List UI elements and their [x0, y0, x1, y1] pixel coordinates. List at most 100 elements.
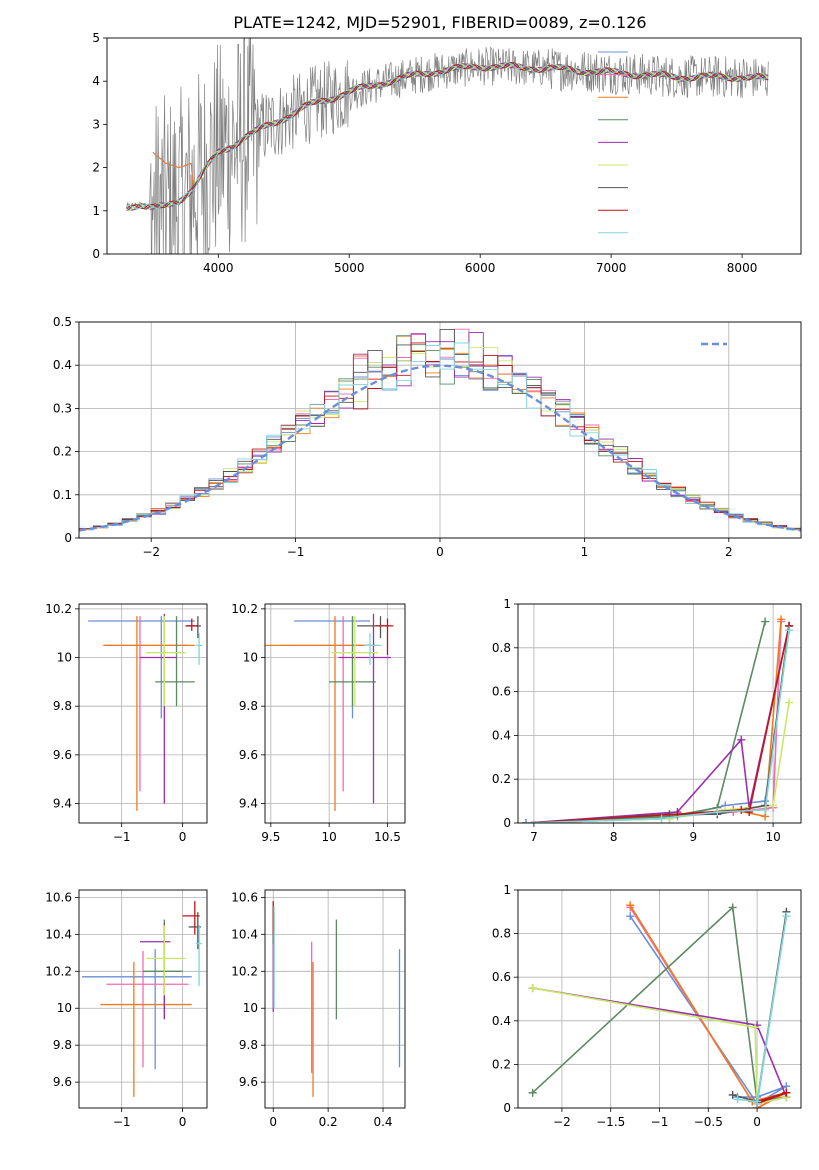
- y-tick-label: 0.4: [492, 728, 511, 742]
- data-point-with-errorbars: [375, 618, 394, 656]
- x-tick-label: −1: [651, 1115, 669, 1129]
- y-tick-label: 10.2: [231, 964, 258, 978]
- plot-area: [79, 328, 801, 538]
- y-tick-label: 10.2: [45, 602, 72, 616]
- y-tick-label: 0.2: [492, 772, 511, 786]
- x-tick-label: 10: [322, 830, 337, 844]
- y-tick-label: 3: [92, 117, 100, 131]
- y-tick-label: 0.2: [53, 445, 72, 459]
- mass-weight-point-marker: [777, 615, 786, 624]
- y-tick-label: 9.8: [53, 1038, 72, 1052]
- data-point-with-errorbars: [329, 616, 376, 707]
- y-tick-label: 0.8: [492, 641, 511, 655]
- mass-weight-point-marker: [657, 814, 666, 823]
- axes-frame: [517, 603, 802, 824]
- age-vs-mass-panel: 9.5 10 10.5 9.4 9.6 9.8 10 10.2: [231, 602, 406, 844]
- y-tick-label: 2: [92, 161, 100, 175]
- x-tick-label: 8000: [727, 261, 758, 275]
- data-point-with-errorbars: [155, 616, 195, 707]
- data-point-with-errorbars: [196, 633, 203, 665]
- x-tick-label: −2: [142, 545, 160, 559]
- x-tick-label: 9.5: [261, 830, 280, 844]
- mass-weight-series-line: [525, 625, 790, 823]
- y-tick-label: 0.6: [492, 970, 511, 984]
- y-tick-label: 1: [92, 204, 100, 218]
- mass-weight-series-line: [532, 905, 787, 1103]
- y-tick-label: 10: [57, 651, 72, 665]
- mass-weight-point-marker: [782, 912, 791, 921]
- y-tick-label: 0.4: [492, 1014, 511, 1028]
- grid-lines: [79, 604, 207, 823]
- y-tick-label: 9.8: [53, 699, 72, 713]
- axes-frame: [78, 321, 802, 539]
- y-tick-label: 9.6: [239, 748, 258, 762]
- y-tick-label: 0.2: [492, 1057, 511, 1071]
- mass-weight-series-line: [732, 911, 788, 1104]
- x-tick-label: 0: [753, 1115, 761, 1129]
- x-tick-label: 8: [610, 830, 618, 844]
- x-tick-label: 0: [269, 1115, 277, 1129]
- mass-vs-metallicity-panel: −1 0 9.6 9.8 10 10.2 10.4 10.6: [45, 889, 208, 1129]
- y-tick-label: 0: [64, 531, 72, 545]
- y-tick-label: 0: [92, 247, 100, 261]
- axes-frame: [78, 889, 208, 1109]
- x-tick-label: −1: [287, 545, 305, 559]
- mass-weight-point-marker: [745, 808, 754, 817]
- plot-area: [272, 901, 401, 1097]
- mass-weight-point-marker: [626, 912, 635, 921]
- data-point-with-errorbars: [139, 613, 177, 804]
- y-tick-label: 0: [503, 1101, 511, 1115]
- mass-weight-point-marker: [785, 626, 794, 635]
- x-tick-label: 0: [179, 1115, 187, 1129]
- plot-area: [521, 615, 794, 823]
- y-tick-label: 9.4: [239, 797, 258, 811]
- mass-weight-series-line: [525, 619, 782, 823]
- y-tick-label: 4: [92, 74, 100, 88]
- y-tick-label: 10.4: [231, 927, 258, 941]
- mass-weight-point-marker: [751, 1023, 760, 1032]
- y-tick-label: 0.6: [492, 685, 511, 699]
- x-tick-label: 5000: [334, 261, 365, 275]
- y-tick-label: 10: [243, 651, 258, 665]
- axes-frame: [264, 603, 406, 824]
- gaussian-reference-line: [79, 364, 801, 532]
- y-tick-label: 9.8: [239, 699, 258, 713]
- weight-vs-age-panel: 7 8 9 10 0 0.2 0.4 0.6 0.8 1: [492, 597, 802, 844]
- x-tick-label: 0: [436, 545, 444, 559]
- data-point-with-errorbars: [279, 616, 379, 792]
- plot-area: [88, 613, 203, 811]
- mass-weight-point-marker: [753, 1099, 762, 1108]
- data-point-with-errorbars: [88, 616, 195, 719]
- model-spectrum-line: [126, 62, 769, 210]
- mass-weight-series-line: [525, 621, 782, 823]
- data-point-with-errorbars: [106, 950, 189, 1068]
- mass-weight-point-marker: [761, 617, 770, 626]
- x-tick-label: 10.5: [374, 830, 401, 844]
- weight-vs-metallicity-panel: −2 −1.5 −1 −0.5 0 0 0.2 0.4 0.6 0.8 1: [492, 883, 802, 1129]
- mass-weight-point-marker: [761, 805, 770, 814]
- y-tick-label: 10.2: [231, 602, 258, 616]
- residual-histogram-series: [79, 342, 801, 538]
- grid-lines: [518, 603, 801, 824]
- x-tick-label: 4000: [203, 261, 234, 275]
- mass-vs-ebv-panel: 0 0.2 0.4 9.6 9.8 10 10.2 10.4 10.6: [231, 889, 406, 1129]
- model-spectrum-line: [126, 61, 769, 210]
- data-spectrum-line: [126, 38, 769, 254]
- x-tick-label: −1.5: [596, 1115, 625, 1129]
- y-tick-label: 0.3: [53, 401, 72, 415]
- mass-weight-point-marker: [626, 901, 635, 910]
- y-tick-label: 0.1: [53, 488, 72, 502]
- x-tick-label: −1: [113, 830, 131, 844]
- x-tick-label: 0.4: [373, 1115, 392, 1129]
- x-tick-label: 7000: [596, 261, 627, 275]
- mass-weight-point-marker: [785, 698, 794, 707]
- y-tick-label: 0.4: [53, 358, 72, 372]
- y-tick-label: 10.2: [45, 964, 72, 978]
- figure-title: PLATE=1242, MJD=52901, FIBERID=0089, z=0…: [233, 13, 646, 32]
- mass-weight-point-marker: [521, 819, 530, 823]
- y-tick-label: 9.6: [239, 1075, 258, 1089]
- mass-weight-point-marker: [713, 808, 722, 817]
- y-tick-label: 10: [243, 1001, 258, 1015]
- x-tick-label: 0: [179, 830, 187, 844]
- grid-lines: [265, 890, 405, 1108]
